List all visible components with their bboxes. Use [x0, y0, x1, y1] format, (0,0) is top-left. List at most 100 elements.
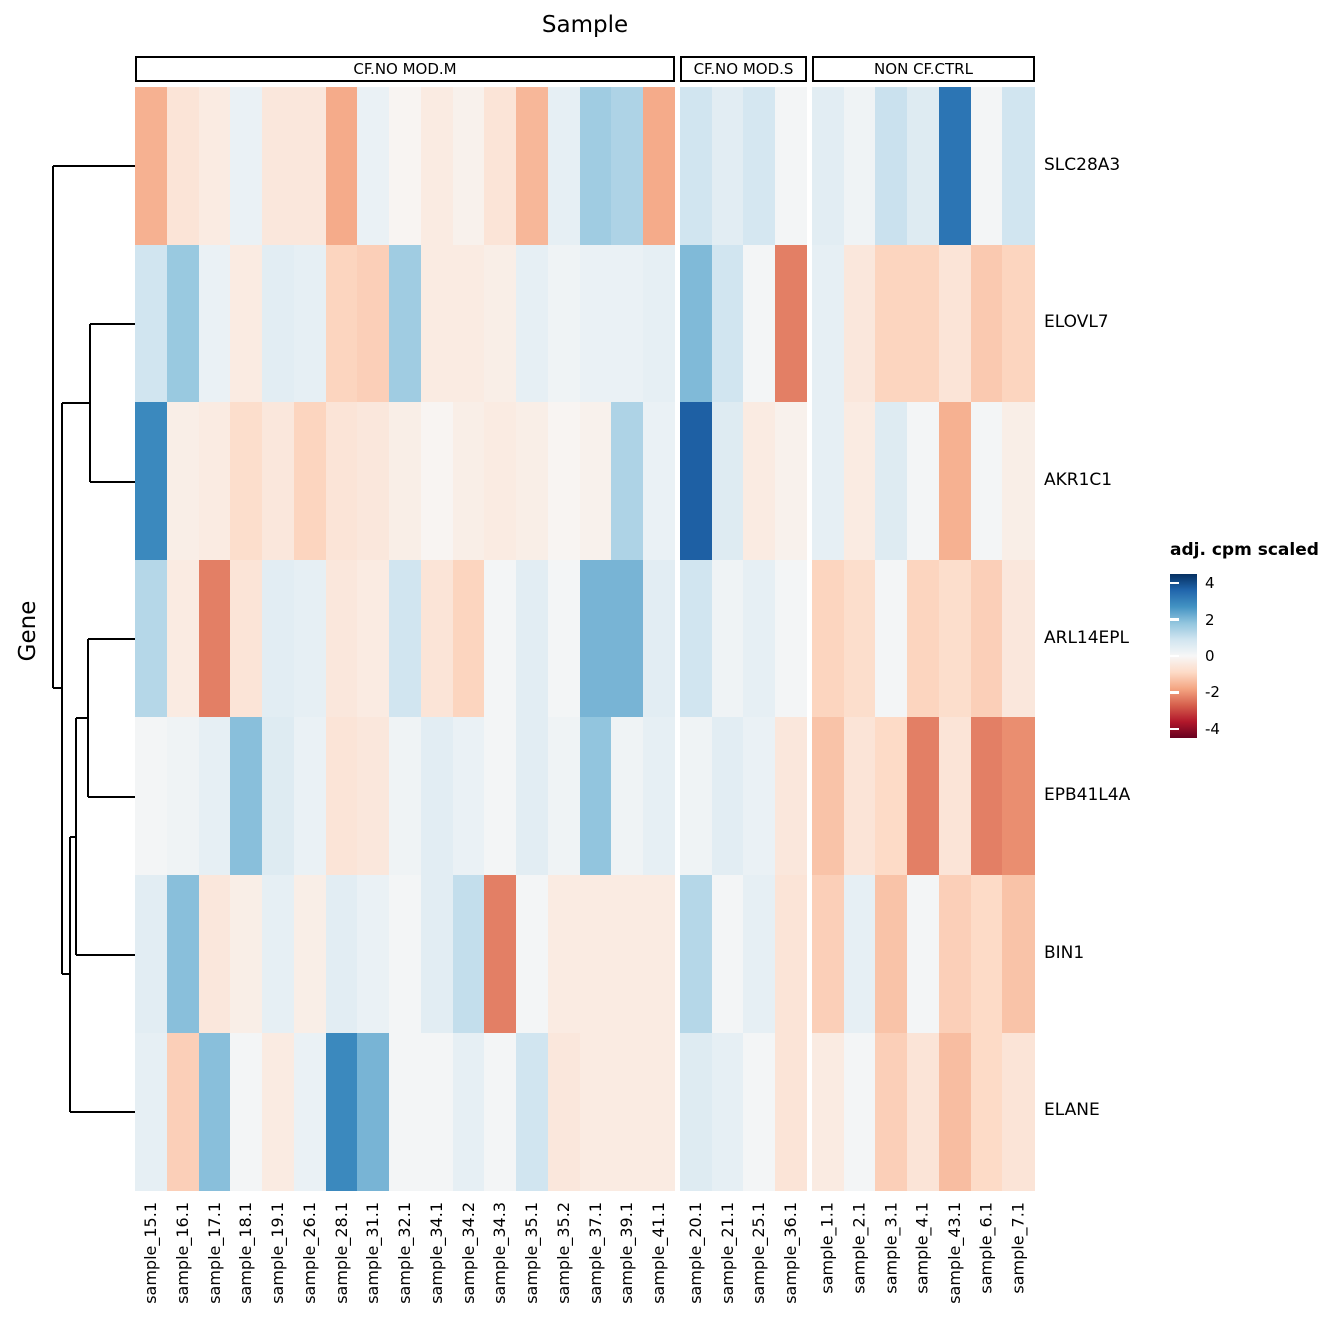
heatmap-cell	[198, 717, 231, 876]
heatmap-cell	[135, 875, 168, 1034]
heatmap-cell	[198, 875, 231, 1034]
heatmap-cell	[579, 87, 612, 246]
legend-tick-label: 2	[1205, 610, 1215, 629]
legend-tick-mark	[1170, 618, 1179, 621]
heatmap-cell	[711, 244, 744, 403]
heatmap-cell	[293, 717, 327, 876]
facet-strip-label: CF.NO MOD.S	[693, 60, 794, 78]
heatmap-cell	[775, 244, 808, 403]
y-tick-label: ARL14EPL	[1044, 627, 1130, 648]
heatmap-cell	[875, 402, 908, 561]
heatmap-cell	[611, 402, 644, 561]
heatmap-cell	[357, 875, 390, 1034]
heatmap-cell	[611, 717, 644, 876]
heatmap-cell	[643, 717, 676, 876]
heatmap-cell	[970, 875, 1004, 1034]
heatmap-cell	[198, 1032, 231, 1191]
heatmap-cell	[743, 559, 776, 718]
heatmap-cell	[643, 875, 676, 1034]
heatmap-cell	[452, 87, 485, 246]
heatmap-cell	[811, 244, 845, 403]
heatmap-cell	[420, 717, 454, 876]
legend-tick-label: 0	[1205, 647, 1215, 665]
heatmap-cell	[166, 1032, 200, 1191]
heatmap-cell	[907, 875, 940, 1034]
heatmap-cell	[643, 87, 676, 246]
heatmap-cell	[938, 1032, 972, 1191]
x-tick-label: sample_34.3	[490, 1202, 510, 1304]
heatmap-cell	[420, 87, 454, 246]
heatmap-cell	[357, 244, 390, 403]
x-tick-label: sample_37.1	[585, 1202, 605, 1304]
heatmap-cell	[135, 87, 168, 246]
heatmap-cell	[325, 559, 358, 718]
heatmap-cell	[811, 87, 845, 246]
x-tick-label: sample_35.2	[553, 1202, 573, 1304]
heatmap-cell	[875, 875, 908, 1034]
facet-strip-cfno-mods: CF.NO MOD.S	[680, 56, 807, 82]
x-tick-label: sample_34.2	[458, 1202, 478, 1304]
heatmap-cell	[452, 402, 485, 561]
x-tick-label: sample_43.1	[944, 1202, 964, 1304]
heatmap-cell	[198, 402, 231, 561]
y-tick-label: AKR1C1	[1044, 470, 1113, 490]
heatmap-cell	[484, 87, 517, 246]
heatmap-cell	[516, 559, 549, 718]
x-tick-label: sample_1.1	[817, 1202, 837, 1294]
heatmap-cell	[907, 1032, 940, 1191]
x-tick-label: sample_3.1	[881, 1202, 901, 1294]
heatmap-cell	[547, 559, 581, 718]
heatmap-cell	[357, 87, 390, 246]
heatmap-cell	[293, 87, 327, 246]
heatmap-cell	[970, 717, 1004, 876]
x-tick-label: sample_35.1	[521, 1202, 541, 1304]
heatmap-cell	[547, 717, 581, 876]
heatmap-cell	[775, 717, 808, 876]
facet-strip-cfno-modm: CF.NO MOD.M	[135, 56, 675, 82]
heatmap-cell	[611, 244, 644, 403]
x-tick-label: sample_32.1	[394, 1202, 414, 1304]
heatmap-cell	[611, 1032, 644, 1191]
heatmap-cell	[293, 244, 327, 403]
heatmap-cell	[875, 717, 908, 876]
heatmap-cell	[843, 244, 876, 403]
heatmap-cell	[357, 1032, 390, 1191]
heatmap-cell	[843, 1032, 876, 1191]
heatmap-cell	[579, 559, 612, 718]
heatmap-cell	[357, 559, 390, 718]
heatmap-cell	[1002, 717, 1035, 876]
heatmap-cell	[843, 875, 876, 1034]
x-tick-label: sample_2.1	[849, 1202, 869, 1294]
heatmap-cell	[579, 875, 612, 1034]
heatmap-cell	[484, 402, 517, 561]
facet-strip-label: CF.NO MOD.M	[353, 60, 457, 78]
heatmap-cell	[775, 87, 808, 246]
x-tick-label: sample_17.1	[204, 1202, 224, 1304]
x-tick-label: sample_15.1	[140, 1202, 160, 1304]
heatmap-cell	[166, 244, 200, 403]
heatmap-cell	[1002, 559, 1035, 718]
y-tick-label: ELOVL7	[1044, 312, 1109, 333]
x-tick-label: sample_25.1	[749, 1202, 769, 1304]
heatmap-cell	[970, 402, 1004, 561]
heatmap-cell	[262, 559, 295, 718]
heatmap-cell	[230, 559, 263, 718]
heatmap-cell	[907, 87, 940, 246]
heatmap-cell	[262, 1032, 295, 1191]
x-tick-label: sample_16.1	[172, 1202, 192, 1304]
heatmap-cell	[293, 559, 327, 718]
heatmap-cell	[743, 402, 776, 561]
heatmap-cell	[547, 402, 581, 561]
heatmap-cell	[775, 875, 808, 1034]
heatmap-cell	[611, 559, 644, 718]
heatmap-cell	[711, 402, 744, 561]
heatmap-cell	[230, 875, 263, 1034]
y-tick-label: SLC28A3	[1044, 154, 1121, 175]
heatmap-cell	[420, 402, 454, 561]
heatmap-cell	[325, 875, 358, 1034]
x-tick-label: sample_7.1	[1008, 1202, 1028, 1294]
x-tick-label: sample_28.1	[331, 1202, 351, 1304]
heatmap-cell	[293, 1032, 327, 1191]
heatmap-cell	[325, 87, 358, 246]
heatmap-cell	[938, 87, 972, 246]
